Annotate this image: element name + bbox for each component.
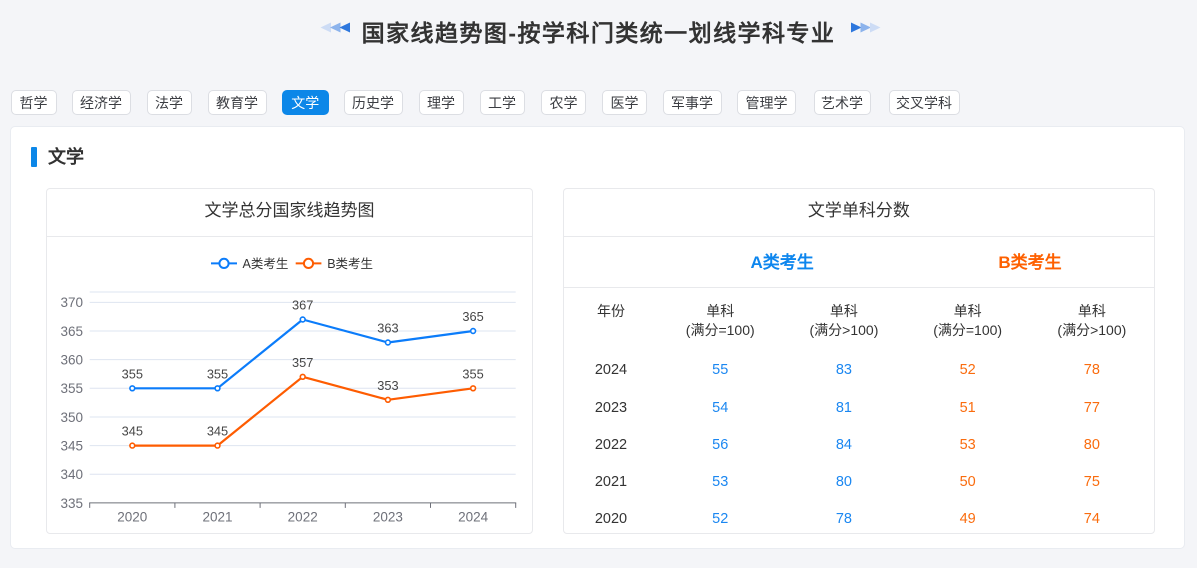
- svg-text:A类考生: A类考生: [243, 257, 289, 271]
- svg-text:2021: 2021: [202, 510, 232, 525]
- svg-text:2024: 2024: [458, 510, 489, 525]
- svg-text:370: 370: [60, 296, 83, 311]
- svg-text:365: 365: [60, 324, 83, 339]
- svg-text:2023: 2023: [373, 510, 403, 525]
- svg-text:363: 363: [377, 321, 398, 336]
- svg-text:B类考生: B类考生: [327, 257, 373, 271]
- svg-text:335: 335: [60, 496, 83, 511]
- svg-text:345: 345: [207, 424, 228, 439]
- svg-text:355: 355: [122, 367, 143, 382]
- svg-text:340: 340: [60, 468, 83, 483]
- svg-text:357: 357: [292, 355, 313, 370]
- svg-text:367: 367: [292, 298, 313, 313]
- svg-text:2020: 2020: [117, 510, 147, 525]
- svg-text:365: 365: [462, 309, 483, 324]
- svg-text:345: 345: [60, 439, 83, 454]
- svg-text:350: 350: [60, 410, 83, 425]
- svg-text:345: 345: [122, 424, 143, 439]
- svg-text:355: 355: [60, 382, 83, 397]
- svg-text:360: 360: [60, 353, 83, 368]
- svg-text:355: 355: [462, 367, 483, 382]
- svg-text:353: 353: [377, 378, 398, 393]
- svg-text:355: 355: [207, 367, 228, 382]
- svg-text:2022: 2022: [288, 510, 318, 525]
